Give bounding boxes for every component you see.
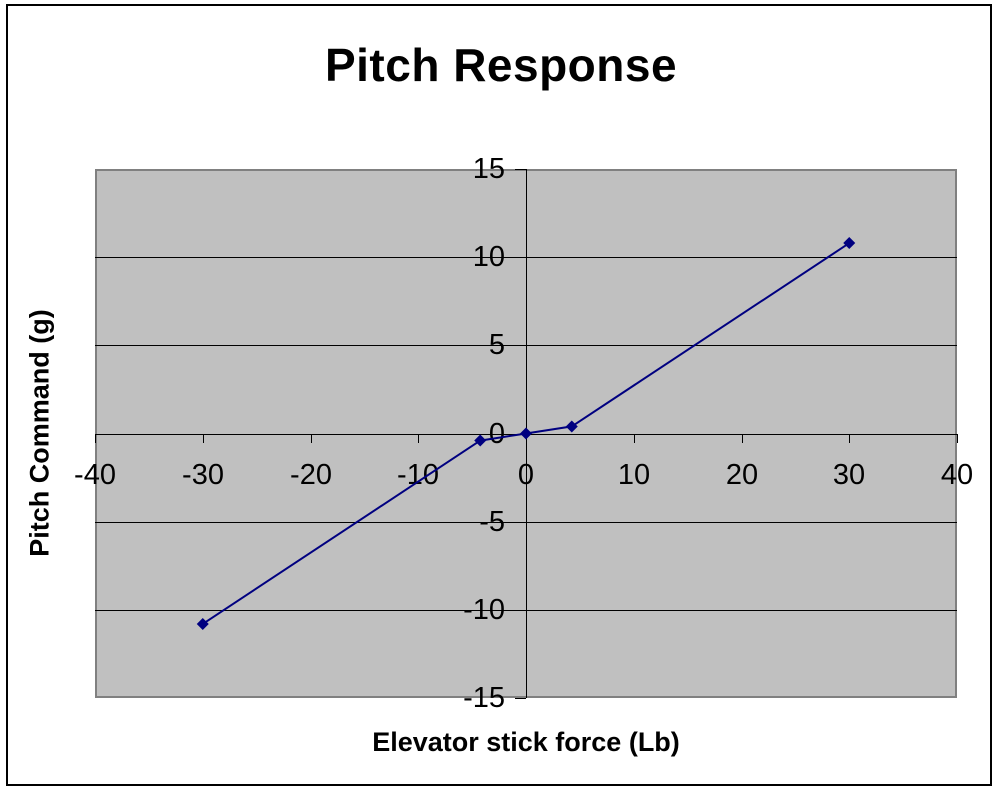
x-axis-tick: [203, 434, 204, 443]
x-axis-tick: [849, 434, 850, 443]
x-tick-label: -20: [290, 459, 332, 491]
y-axis-tick: [515, 345, 526, 346]
x-axis-tick: [311, 434, 312, 443]
chart-title: Pitch Response: [324, 39, 678, 91]
x-axis-title: Elevator stick force (Lb): [372, 727, 680, 757]
x-axis-tick: [418, 434, 419, 443]
y-axis-title: Pitch Command (g): [24, 309, 55, 557]
y-tick-label: 0: [488, 418, 505, 450]
x-tick-label: -10: [397, 459, 439, 491]
y-axis-tick: [515, 169, 526, 170]
y-axis-tick: [515, 257, 526, 258]
y-tick-label: 15: [472, 153, 505, 185]
x-axis-tick: [95, 434, 96, 443]
x-tick-label: 20: [725, 459, 759, 491]
x-axis-tick: [634, 434, 635, 443]
y-tick-label: 5: [488, 329, 505, 361]
y-axis-tick: [515, 698, 526, 699]
x-tick-label: -30: [182, 459, 224, 491]
x-tick-label: -40: [74, 459, 116, 491]
y-axis-tick: [515, 522, 526, 523]
y-axis-tick: [515, 434, 526, 435]
y-tick-label: 10: [472, 241, 505, 273]
x-axis-tick: [957, 434, 958, 443]
x-tick-label: 40: [940, 459, 974, 491]
x-axis-tick: [742, 434, 743, 443]
y-tick-label: -10: [463, 594, 505, 626]
y-axis-tick: [515, 610, 526, 611]
x-axis-tick: [526, 434, 527, 443]
y-tick-label: -15: [463, 682, 505, 714]
x-tick-label: 10: [617, 459, 651, 491]
x-tick-label: 0: [517, 459, 535, 491]
y-tick-label: -5: [479, 506, 505, 538]
x-tick-label: 30: [832, 459, 866, 491]
